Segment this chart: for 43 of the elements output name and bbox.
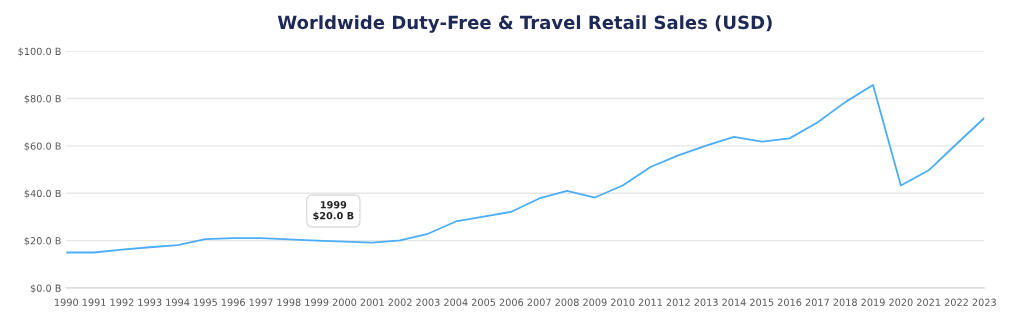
y-tick-label: $20.0 B [24, 236, 61, 246]
x-tick-label: 2022 [944, 298, 968, 306]
x-tick-label: 2015 [750, 298, 774, 306]
x-tick-label: 2016 [777, 298, 802, 306]
y-tick-label: $40.0 B [24, 189, 61, 199]
x-tick-label: 2013 [694, 298, 718, 306]
y-tick-label: $60.0 B [24, 142, 61, 152]
x-tick-label: 1996 [221, 298, 245, 306]
x-tick-label: 1995 [194, 298, 217, 306]
x-tick-label: 1992 [110, 298, 134, 306]
x-tick-label: 2001 [360, 298, 384, 306]
x-tick-label: 2002 [388, 298, 412, 306]
x-tick-label: 2006 [499, 298, 524, 306]
x-tick-label: 2007 [527, 298, 551, 306]
x-tick-label: 2020 [889, 298, 913, 306]
x-tick-label: 2008 [555, 298, 579, 306]
x-tick-label: 1993 [138, 298, 162, 306]
x-tick-label: 2019 [861, 298, 885, 306]
y-tick-label: $0.0 B [30, 284, 61, 294]
y-tick-label: $80.0 B [24, 94, 61, 104]
x-tick-label: 2004 [444, 298, 468, 306]
x-tick-label: 2005 [471, 298, 496, 306]
chart-title: Worldwide Duty-Free & Travel Retail Sales (USD) [277, 15, 772, 33]
x-tick-label: 2010 [611, 298, 635, 306]
y-tick-label: $100.0 B [18, 47, 61, 57]
x-tick-label: 2003 [416, 298, 440, 306]
x-tick-label: 2017 [805, 298, 829, 306]
x-tick-label: 2021 [917, 298, 941, 306]
x-tick-label: 2000 [332, 298, 357, 306]
x-tick-label: 1999 [305, 298, 329, 306]
x-tick-label: 2023 [972, 298, 996, 306]
x-tick-label: 2014 [722, 298, 746, 306]
x-tick-label: 1998 [277, 298, 301, 306]
x-tick-label: 2009 [583, 298, 607, 306]
x-tick-label: 1994 [166, 298, 190, 306]
annotation: 1999 $20.0 B [313, 201, 354, 221]
line-series [66, 84, 985, 254]
x-tick-label: 2012 [666, 298, 690, 306]
x-tick-label: 2018 [833, 298, 857, 306]
x-tick-label: 1990 [55, 298, 79, 306]
x-tick-label: 1991 [82, 298, 106, 306]
x-tick-label: 2011 [638, 298, 662, 306]
x-tick-label: 1997 [249, 298, 273, 306]
